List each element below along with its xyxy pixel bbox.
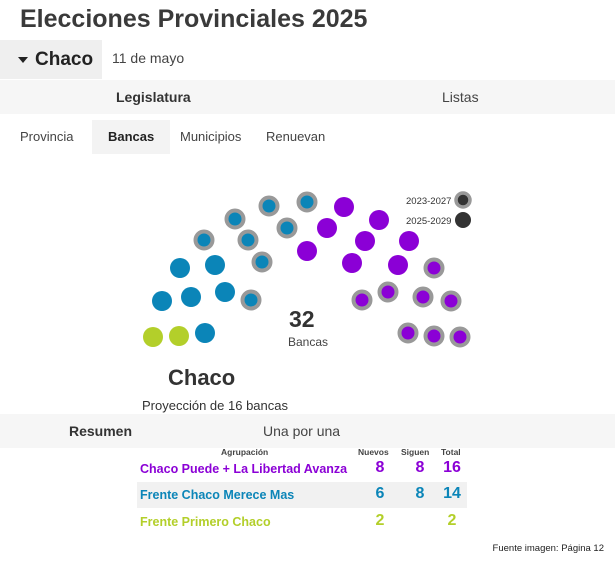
seat (355, 231, 375, 251)
seat (181, 287, 201, 307)
province-dropdown[interactable]: Chaco (0, 40, 102, 79)
seat-group (143, 191, 471, 348)
seat (276, 217, 298, 239)
nuevos-value: 8 (375, 459, 385, 476)
seat (449, 326, 471, 348)
tab-legislatura[interactable]: Legislatura (116, 89, 191, 105)
legend-2025-label: 2025-2029 (406, 216, 451, 227)
party-name: Chaco Puede + La Libertad Avanza (140, 462, 348, 476)
sub-tabs: Provincia Bancas Municipios Renuevan (0, 120, 615, 154)
seat (258, 195, 280, 217)
seat-total-label: Bancas (288, 335, 329, 349)
election-date: 11 de mayo (112, 50, 185, 66)
tab-renuevan[interactable]: Renuevan (266, 129, 326, 144)
legend: 2023-2027 2025-2029 (406, 191, 472, 228)
siguen-value: 8 (415, 485, 425, 502)
main-tabs: Legislatura Listas (0, 80, 615, 114)
seat (170, 258, 190, 278)
seat (412, 286, 434, 308)
header-total: Total (441, 447, 461, 457)
seat (224, 208, 246, 230)
seat (251, 251, 273, 273)
image-source: Fuente imagen: Página 12 (492, 543, 604, 554)
seat (152, 291, 172, 311)
seat (397, 322, 419, 344)
tab-municipios[interactable]: Municipios (180, 129, 242, 144)
header-agrupacion: Agrupación (221, 447, 269, 457)
header-nuevos: Nuevos (358, 447, 389, 457)
seat (296, 191, 318, 213)
seat (351, 289, 373, 311)
seat (423, 257, 445, 279)
nuevos-value: 6 (375, 485, 385, 502)
header-siguen: Siguen (401, 447, 430, 457)
tab-resumen[interactable]: Resumen (69, 423, 133, 439)
seat (317, 218, 337, 238)
legend-2023-label: 2023-2027 (406, 196, 451, 207)
province-name: Chaco (168, 365, 236, 390)
tab-bancas[interactable]: Bancas (92, 120, 171, 154)
seat (440, 290, 462, 312)
seat (215, 282, 235, 302)
seat (240, 289, 262, 311)
seat (237, 229, 259, 251)
summary-tabs: Resumen Una por una (0, 414, 615, 448)
seat (369, 210, 389, 230)
seat (342, 253, 362, 273)
party-name: Frente Primero Chaco (140, 515, 271, 529)
tab-una-por-una[interactable]: Una por una (263, 423, 341, 439)
seat (423, 325, 445, 347)
seat (143, 327, 163, 347)
seat (169, 326, 189, 346)
total-value: 14 (443, 485, 461, 502)
tab-listas[interactable]: Listas (442, 89, 479, 105)
total-value: 16 (443, 459, 461, 476)
province-dropdown-label: Chaco (35, 48, 94, 70)
projection-text: Proyección de 16 bancas (142, 398, 288, 413)
page-title: Elecciones Provinciales 2025 (20, 5, 368, 33)
legend-2023-swatch (454, 191, 472, 209)
seat (377, 281, 399, 303)
seat (205, 255, 225, 275)
table-row: Frente Chaco Merece Mas 6 8 14 (137, 482, 467, 508)
seat (388, 255, 408, 275)
party-name: Frente Chaco Merece Mas (140, 488, 295, 502)
total-value: 2 (447, 512, 457, 529)
seat (297, 241, 317, 261)
caret-down-icon (18, 56, 28, 63)
table-row: Chaco Puede + La Libertad Avanza 8 8 16 (137, 456, 467, 482)
nuevos-value: 2 (375, 512, 385, 529)
siguen-value: 8 (415, 459, 425, 476)
seat (334, 197, 354, 217)
seat (195, 323, 215, 343)
tab-provincia[interactable]: Provincia (20, 129, 74, 144)
seat-total-value: 32 (289, 306, 315, 332)
seat (193, 229, 215, 251)
seat (399, 231, 419, 251)
table-row: Frente Primero Chaco 2 2 (137, 509, 467, 535)
legend-2025-swatch (455, 212, 471, 228)
